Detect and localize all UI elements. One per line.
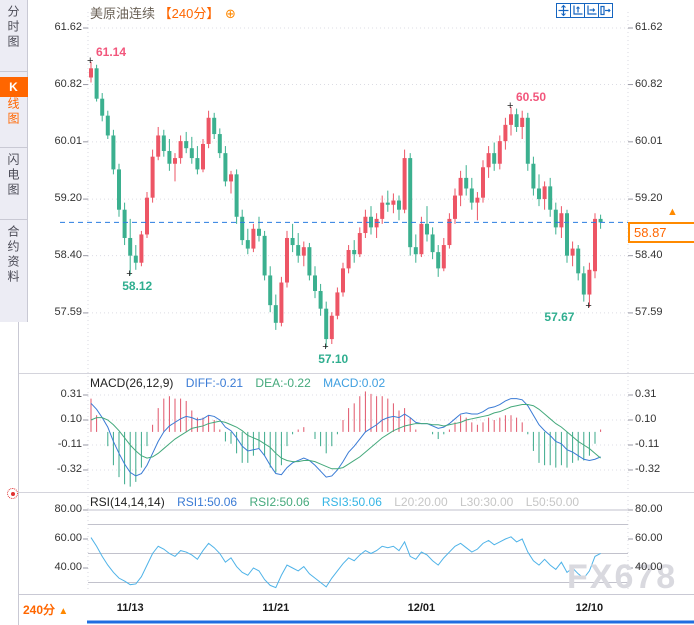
macd-header: MACD(26,12,9) DIFF:-0.21 DEA:-0.22 MACD:… (90, 376, 394, 390)
period-arrow-icon: ▲ (58, 606, 69, 617)
panel-alert-icon (7, 488, 18, 499)
period-label: 240分 (23, 603, 56, 617)
sidebar-tab-time-chart[interactable]: 分时图 (0, 0, 27, 72)
x-axis-label: 11/21 (262, 602, 290, 614)
last-price-arrow-icon: ▲ (667, 206, 678, 218)
pan-right-icon[interactable] (598, 3, 613, 18)
price-annotation: 60.50 (516, 90, 547, 105)
macd-hist-value: MACD:0.02 (323, 376, 386, 390)
y-axis-label-left: 0.10 (60, 413, 82, 425)
x-axis-label: 11/13 (116, 602, 144, 614)
rsi-title: RSI(14,14,14) (90, 495, 165, 509)
symbol-name: 美原油连续 (90, 6, 156, 21)
y-axis-label-left: 60.82 (54, 77, 82, 90)
macd-title: MACD(26,12,9) (90, 376, 174, 390)
swing-cross-marker: + (322, 340, 329, 353)
sidebar-tab-kline-chart[interactable]: K 线图 (0, 72, 28, 148)
watermark: FX678 (567, 558, 678, 596)
swing-cross-marker: + (585, 300, 592, 313)
y-axis-label-left: -0.32 (56, 462, 82, 475)
y-axis-label-right: 60.01 (635, 134, 663, 147)
crosshair-move-icon[interactable] (556, 3, 571, 18)
macd-dea-value: DEA:-0.22 (255, 376, 311, 390)
last-price-tag: 58.87 (628, 222, 694, 243)
y-axis-label-left: 57.59 (54, 305, 82, 318)
y-axis-label-right: -0.11 (635, 437, 660, 450)
price-annotation: 57.67 (544, 310, 575, 325)
y-axis-label-left: 58.40 (54, 248, 82, 261)
swing-cross-marker: + (507, 100, 514, 113)
fit-vertical-axis-icon[interactable] (570, 3, 585, 18)
rsi-l20-value: L20:20.00 (394, 495, 448, 509)
rsi-l50-value: L50:50.00 (525, 495, 580, 509)
expand-circle-icon[interactable]: ⊕ (224, 6, 236, 21)
sidebar-tab-label-selected: K (0, 77, 28, 97)
period-selector[interactable]: 240分 ▲ (23, 601, 68, 618)
rsi1-value: RSI1:50.06 (177, 495, 238, 509)
price-annotation: 57.10 (318, 351, 349, 366)
macd-diff-value: DIFF:-0.21 (185, 376, 244, 390)
sidebar-tab-label: 分时图 (6, 5, 20, 50)
swing-cross-marker: + (87, 54, 94, 67)
y-axis-label-left: -0.11 (57, 437, 82, 450)
y-axis-label-left: 60.00 (54, 532, 82, 544)
swing-cross-marker: + (126, 268, 133, 281)
y-axis-label-right: -0.32 (635, 462, 661, 475)
x-axis-label: 12/10 (575, 602, 604, 614)
y-axis-label-left: 59.20 (54, 192, 82, 205)
y-axis-label-left: 40.00 (54, 561, 82, 573)
y-axis-label-left: 61.62 (54, 21, 82, 33)
x-axis-label: 12/01 (407, 602, 436, 614)
rsi-l30-value: L30:30.00 (459, 495, 514, 509)
sidebar-tab-label: 闪电图 (6, 153, 20, 198)
chart-title: 美原油连续 【240分】 ⊕ (90, 3, 236, 22)
y-axis-label-left: 80.00 (54, 503, 82, 515)
y-axis-label-right: 0.10 (635, 413, 657, 425)
rsi3-value: RSI3:50.06 (321, 495, 382, 509)
y-axis-label-right: 60.00 (635, 532, 663, 544)
sidebar-tab-contract-info[interactable]: 合约资料 (0, 220, 27, 318)
y-axis-label-right: 0.31 (635, 388, 657, 400)
sidebar-tab-lightning-chart[interactable]: 闪电图 (0, 148, 27, 220)
y-axis-label-left: 0.31 (60, 388, 82, 400)
y-axis-label-right: 61.62 (635, 21, 663, 33)
period-tag[interactable]: 【240分】 (158, 6, 220, 21)
y-axis-label-right: 57.59 (635, 305, 663, 318)
y-axis-label-right: 60.82 (635, 77, 663, 90)
sidebar-tab-label: 合约资料 (6, 225, 20, 285)
y-axis-label-right: 80.00 (635, 503, 663, 515)
fit-horizontal-axis-icon[interactable] (584, 3, 599, 18)
y-axis-label-right: 59.20 (635, 192, 663, 205)
rsi2-value: RSI2:50.06 (249, 495, 310, 509)
y-axis-label-right: 40.00 (635, 561, 663, 573)
price-annotation: 61.14 (96, 44, 127, 59)
y-axis-label-left: 60.01 (54, 134, 82, 147)
sidebar-tab-label-selected-rest: 线图 (6, 97, 20, 127)
price-annotation: 58.12 (122, 279, 153, 294)
rsi-header: RSI(14,14,14) RSI1:50.06 RSI2:50.06 RSI3… (90, 495, 588, 509)
y-axis-label-right: 58.40 (635, 248, 663, 261)
sidebar: 分时图 K 线图 闪电图 合约资料 (0, 0, 28, 322)
